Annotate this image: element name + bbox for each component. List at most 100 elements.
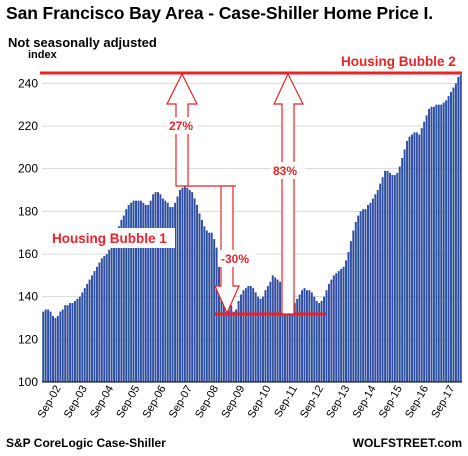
- bar: [42, 311, 45, 382]
- credit-note: WOLFSTREET.com: [352, 436, 462, 450]
- x-tick-label: Sep-05: [114, 384, 142, 421]
- bar: [227, 296, 230, 382]
- bar: [362, 209, 365, 382]
- bar: [122, 215, 125, 382]
- bar: [78, 296, 81, 382]
- bar: [293, 303, 296, 382]
- bar: [210, 232, 213, 382]
- bar: [164, 200, 167, 382]
- x-tick-label: Sep-16: [403, 384, 431, 421]
- bar: [347, 251, 350, 382]
- bar: [281, 288, 284, 382]
- bar: [157, 192, 159, 382]
- bar: [81, 292, 84, 382]
- bar: [269, 281, 272, 382]
- bar: [454, 83, 457, 382]
- bar: [193, 198, 196, 382]
- bar: [130, 202, 133, 382]
- bar: [98, 262, 101, 382]
- y-tick-label: 180: [18, 204, 38, 218]
- bar: [327, 283, 330, 382]
- bar: [430, 106, 433, 383]
- bar: [186, 187, 189, 382]
- x-tick-label: Sep-12: [298, 384, 326, 421]
- bar-layer: [42, 74, 462, 383]
- bar: [73, 300, 76, 382]
- bar: [135, 200, 137, 382]
- bar: [391, 175, 394, 382]
- x-tick-label: Sep-06: [141, 384, 169, 421]
- x-tick-label: Sep-07: [167, 384, 195, 421]
- bar: [237, 300, 240, 382]
- bar: [76, 298, 79, 382]
- bar: [379, 183, 382, 382]
- bar: [271, 275, 274, 382]
- bar: [337, 271, 340, 382]
- bar: [181, 187, 184, 382]
- bar: [428, 108, 431, 382]
- bar: [445, 100, 448, 383]
- annotation-layer: Housing Bubble 2 27% -30% 83% Housing Bu…: [40, 54, 462, 316]
- bar: [384, 170, 387, 382]
- bar: [435, 104, 438, 383]
- bar: [178, 190, 181, 382]
- label-83: 83%: [273, 164, 297, 178]
- bar: [110, 243, 113, 382]
- bar: [117, 226, 120, 382]
- bar: [310, 292, 313, 382]
- bar: [450, 91, 452, 382]
- bar: [442, 102, 445, 383]
- bar: [113, 239, 116, 382]
- bar: [91, 275, 94, 382]
- y-tick-label: 240: [18, 76, 38, 90]
- label-83-bg: [271, 162, 305, 179]
- bar: [249, 286, 252, 382]
- bar: [222, 277, 225, 382]
- x-tick-label: Sep-03: [62, 384, 90, 421]
- bar: [440, 104, 443, 383]
- bar: [276, 279, 279, 382]
- bar: [332, 275, 335, 382]
- bar: [254, 292, 257, 382]
- bar: [83, 288, 86, 382]
- bar: [340, 268, 343, 382]
- bar: [159, 194, 162, 382]
- bar: [220, 268, 223, 382]
- bar: [64, 305, 67, 382]
- bar: [88, 279, 91, 382]
- bar: [335, 273, 338, 382]
- bar: [398, 166, 401, 382]
- bar: [388, 172, 391, 382]
- bar: [357, 215, 360, 382]
- bar: [406, 140, 409, 382]
- x-tick-label: Sep-11: [272, 384, 300, 420]
- bar: [198, 213, 201, 382]
- bar: [352, 230, 355, 382]
- y-axis-label: index: [28, 49, 58, 61]
- bar: [413, 132, 416, 382]
- bar: [61, 309, 64, 382]
- bar: [418, 134, 421, 382]
- bar: [315, 300, 318, 382]
- bar: [232, 311, 235, 382]
- bar: [308, 290, 311, 382]
- y-tick-label: 120: [18, 332, 38, 346]
- bar: [410, 134, 413, 382]
- bar: [225, 286, 228, 382]
- bar: [354, 222, 357, 382]
- bar: [423, 121, 426, 382]
- bar: [139, 200, 142, 382]
- bar: [342, 266, 345, 382]
- bar: [303, 288, 306, 382]
- bar: [169, 207, 172, 382]
- bar: [403, 149, 406, 382]
- x-tick-label: Sep-09: [219, 384, 247, 421]
- bar: [188, 190, 191, 382]
- bar: [137, 200, 140, 382]
- bar: [452, 87, 455, 382]
- bar: [154, 192, 157, 382]
- bar: [105, 254, 108, 382]
- up-arrow-83: [273, 72, 304, 315]
- y-tick-label: 100: [18, 375, 38, 389]
